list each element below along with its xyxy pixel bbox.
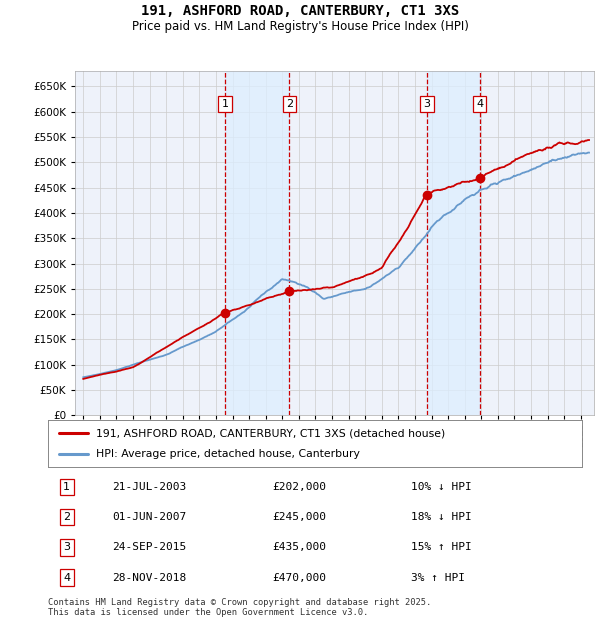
Text: 01-JUN-2007: 01-JUN-2007 (112, 512, 187, 522)
Bar (427, 71, 479, 415)
Text: 28-NOV-2018: 28-NOV-2018 (112, 573, 187, 583)
Text: 2: 2 (63, 512, 70, 522)
Text: 3% ↑ HPI: 3% ↑ HPI (411, 573, 465, 583)
Text: £470,000: £470,000 (272, 573, 326, 583)
Bar (225, 71, 289, 415)
Text: 18% ↓ HPI: 18% ↓ HPI (411, 512, 472, 522)
Text: 191, ASHFORD ROAD, CANTERBURY, CT1 3XS (detached house): 191, ASHFORD ROAD, CANTERBURY, CT1 3XS (… (96, 428, 445, 438)
Text: 24-SEP-2015: 24-SEP-2015 (112, 542, 187, 552)
Text: 4: 4 (476, 99, 483, 109)
Text: £202,000: £202,000 (272, 482, 326, 492)
Text: Price paid vs. HM Land Registry's House Price Index (HPI): Price paid vs. HM Land Registry's House … (131, 20, 469, 33)
Text: 1: 1 (221, 99, 229, 109)
Text: £435,000: £435,000 (272, 542, 326, 552)
Text: 3: 3 (63, 542, 70, 552)
Text: 4: 4 (63, 573, 70, 583)
Text: 15% ↑ HPI: 15% ↑ HPI (411, 542, 472, 552)
Text: Contains HM Land Registry data © Crown copyright and database right 2025.
This d: Contains HM Land Registry data © Crown c… (48, 598, 431, 617)
Text: 2: 2 (286, 99, 293, 109)
Text: £245,000: £245,000 (272, 512, 326, 522)
Text: 3: 3 (424, 99, 431, 109)
Text: 191, ASHFORD ROAD, CANTERBURY, CT1 3XS: 191, ASHFORD ROAD, CANTERBURY, CT1 3XS (141, 4, 459, 19)
Text: HPI: Average price, detached house, Canterbury: HPI: Average price, detached house, Cant… (96, 449, 360, 459)
Text: 10% ↓ HPI: 10% ↓ HPI (411, 482, 472, 492)
Text: 1: 1 (63, 482, 70, 492)
Text: 21-JUL-2003: 21-JUL-2003 (112, 482, 187, 492)
